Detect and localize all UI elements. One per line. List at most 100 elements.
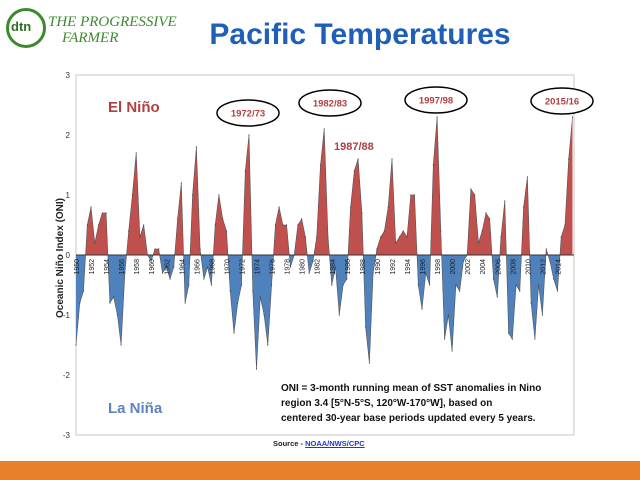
oni-point bbox=[530, 302, 532, 304]
x-tick-label: 2012 bbox=[540, 259, 547, 275]
y-tick-label: -1 bbox=[63, 311, 71, 320]
oni-point bbox=[395, 242, 397, 244]
oni-point bbox=[244, 170, 246, 172]
x-tick-label: 1984 bbox=[330, 259, 337, 275]
oni-point bbox=[538, 284, 540, 286]
oni-point bbox=[406, 236, 408, 238]
oni-point bbox=[534, 338, 536, 340]
oni-point bbox=[225, 230, 228, 232]
oni-point bbox=[297, 224, 299, 226]
extra-event-label: 1987/88 bbox=[334, 141, 374, 153]
oni-point bbox=[255, 368, 258, 370]
event-callout bbox=[298, 89, 362, 117]
source-link[interactable]: NOAA/NWS/CPC bbox=[305, 439, 365, 448]
oni-point bbox=[75, 344, 77, 346]
oni-point bbox=[116, 314, 118, 316]
x-tick-label: 2008 bbox=[510, 259, 517, 275]
y-tick-label: -2 bbox=[63, 371, 71, 380]
x-tick-label: 1972 bbox=[240, 259, 247, 275]
oni-point bbox=[301, 218, 303, 220]
x-tick-label: 1966 bbox=[194, 259, 201, 275]
oni-point bbox=[199, 248, 201, 250]
x-tick-label: 1986 bbox=[345, 259, 352, 275]
oni-point bbox=[564, 224, 566, 226]
oni-point bbox=[545, 248, 547, 250]
oni-point bbox=[459, 290, 461, 292]
oni-point bbox=[519, 290, 521, 292]
x-tick-label: 1996 bbox=[420, 259, 427, 275]
oni-point bbox=[109, 302, 111, 304]
event-callout bbox=[530, 87, 594, 115]
la-nina-label: La Niña bbox=[108, 400, 163, 417]
oni-point bbox=[515, 284, 517, 286]
x-tick-label: 1960 bbox=[149, 259, 156, 275]
x-tick-label: 1978 bbox=[285, 259, 292, 275]
oni-point bbox=[319, 164, 322, 166]
oni-point bbox=[338, 314, 340, 316]
oni-point bbox=[334, 266, 337, 268]
el-nino-label: El Niño bbox=[108, 99, 160, 116]
event-callout-label: 2015/16 bbox=[545, 97, 579, 108]
oni-point bbox=[143, 224, 145, 226]
oni-point bbox=[282, 224, 284, 226]
oni-point bbox=[331, 284, 333, 286]
x-tick-label: 1994 bbox=[405, 259, 412, 275]
oni-point bbox=[289, 266, 291, 268]
oni-point bbox=[207, 266, 209, 268]
x-tick-label: 2000 bbox=[450, 259, 457, 275]
oni-point bbox=[267, 344, 269, 346]
oni-point bbox=[101, 212, 103, 214]
oni-point bbox=[203, 278, 205, 280]
oni-point bbox=[158, 248, 160, 250]
oni-point bbox=[511, 338, 513, 340]
oni-point bbox=[259, 296, 261, 298]
oni-point bbox=[440, 230, 442, 232]
oni-point bbox=[177, 218, 179, 220]
oni-point bbox=[402, 230, 404, 232]
oni-point bbox=[105, 212, 107, 214]
oni-point bbox=[124, 272, 126, 274]
oni-point bbox=[278, 206, 280, 208]
x-tick-label: 2010 bbox=[525, 259, 532, 275]
oni-point bbox=[316, 236, 318, 238]
event-callout bbox=[404, 86, 468, 114]
oni-point bbox=[214, 224, 216, 226]
oni-point bbox=[489, 218, 491, 220]
oni-point bbox=[380, 236, 382, 238]
logo-text-line1: THE PROGRESSIVE bbox=[48, 14, 177, 30]
event-callout-label: 1972/73 bbox=[231, 109, 265, 120]
oni-point bbox=[451, 350, 453, 352]
oni-point bbox=[383, 230, 385, 232]
event-callout-label: 1982/83 bbox=[313, 99, 347, 110]
oni-point bbox=[237, 302, 239, 304]
bottom-accent-bar bbox=[0, 461, 640, 480]
oni-point bbox=[342, 284, 344, 286]
x-tick-label: 1962 bbox=[164, 259, 171, 275]
oni-point bbox=[376, 248, 378, 250]
oni-point bbox=[90, 206, 92, 208]
oni-point bbox=[455, 284, 457, 286]
oni-point bbox=[304, 236, 306, 238]
oni-point bbox=[180, 182, 182, 184]
oni-point bbox=[131, 194, 133, 196]
page-title: Pacific Temperatures bbox=[209, 18, 511, 51]
oni-point bbox=[353, 170, 355, 172]
oni-point bbox=[154, 248, 156, 250]
oni-point bbox=[120, 344, 122, 346]
oni-point bbox=[553, 278, 555, 280]
oni-point bbox=[188, 284, 190, 286]
oni-point bbox=[560, 236, 562, 238]
x-tick-label: 1968 bbox=[209, 259, 216, 275]
y-tick-label: 1 bbox=[66, 191, 71, 200]
oni-note-line: ONI = 3-month running mean of SST anomal… bbox=[281, 383, 541, 394]
oni-point bbox=[432, 164, 434, 166]
oni-point bbox=[312, 260, 314, 262]
oni-point bbox=[357, 158, 359, 160]
x-tick-label: 1982 bbox=[315, 259, 322, 275]
x-tick-label: 2014 bbox=[556, 259, 563, 275]
oni-point bbox=[86, 224, 88, 226]
x-tick-label: 2006 bbox=[495, 259, 502, 275]
x-tick-label: 1998 bbox=[435, 259, 442, 275]
oni-point bbox=[504, 200, 506, 202]
